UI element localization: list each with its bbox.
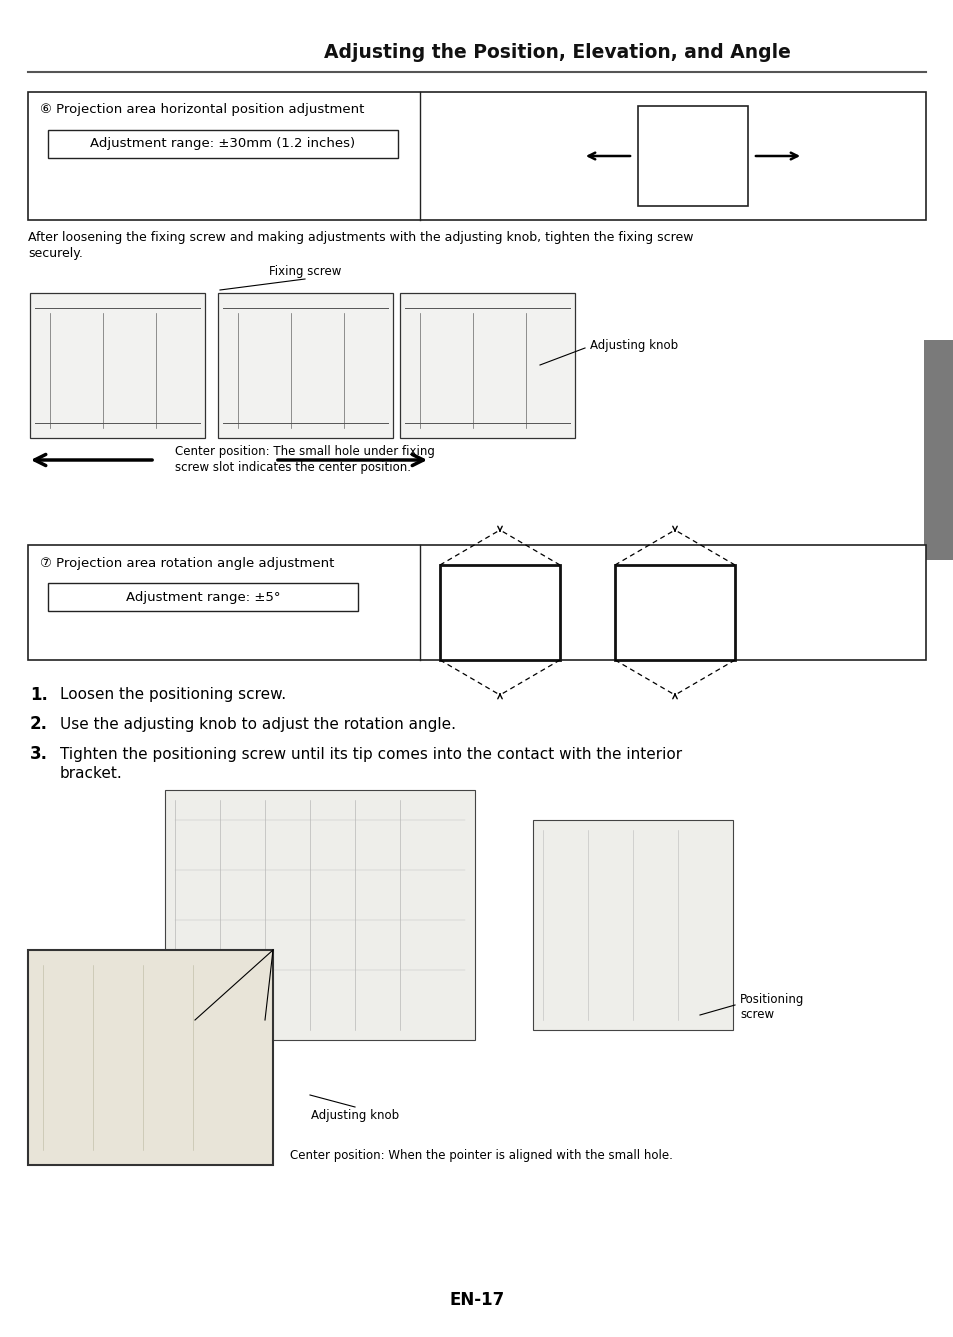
Text: Adjusting knob: Adjusting knob [589,338,678,352]
Bar [30,293,205,439]
Text: bracket.: bracket. [60,766,123,782]
Text: Center position: When the pointer is aligned with the small hole.: Center position: When the pointer is ali… [290,1148,672,1162]
Text: ⑥ Projection area horizontal position adjustment: ⑥ Projection area horizontal position ad… [40,103,364,116]
Text: screw: screw [740,1008,773,1020]
Bar [399,293,575,439]
Bar [923,340,953,560]
Text: ⑦ Projection area rotation angle adjustment: ⑦ Projection area rotation angle adjustm… [40,556,334,570]
Text: Tighten the positioning screw until its tip comes into the contact with the inte: Tighten the positioning screw until its … [60,746,681,762]
Bar [218,293,393,439]
Text: 2.: 2. [30,715,48,733]
Text: Use the adjusting knob to adjust the rotation angle.: Use the adjusting knob to adjust the rot… [60,717,456,731]
Text: Loosen the positioning screw.: Loosen the positioning screw. [60,687,286,702]
Text: screw slot indicates the center position.: screw slot indicates the center position… [174,461,411,475]
Bar [48,583,357,611]
Text: Adjusting knob: Adjusting knob [311,1108,398,1122]
Bar [28,951,273,1165]
Bar [28,545,925,660]
Text: Positioning: Positioning [740,993,803,1007]
Bar [615,566,734,660]
Text: Fixing screw: Fixing screw [269,266,341,278]
Bar [638,106,747,206]
Text: Adjusting the Position, Elevation, and Angle: Adjusting the Position, Elevation, and A… [323,43,790,62]
Text: 1.: 1. [30,686,48,705]
Bar [439,566,559,660]
Text: Adjustment range: ±5°: Adjustment range: ±5° [126,591,280,603]
Text: EN-17: EN-17 [449,1292,504,1309]
Bar [165,790,475,1040]
Bar [48,130,397,158]
Bar [28,92,925,221]
Text: After loosening the fixing screw and making adjustments with the adjusting knob,: After loosening the fixing screw and mak… [28,230,693,243]
Text: 3.: 3. [30,745,48,763]
Bar [533,820,732,1029]
Text: Center position: The small hole under fixing: Center position: The small hole under fi… [174,445,435,459]
Text: Adjustment range: ±30mm (1.2 inches): Adjustment range: ±30mm (1.2 inches) [91,138,355,151]
Text: securely.: securely. [28,246,83,259]
